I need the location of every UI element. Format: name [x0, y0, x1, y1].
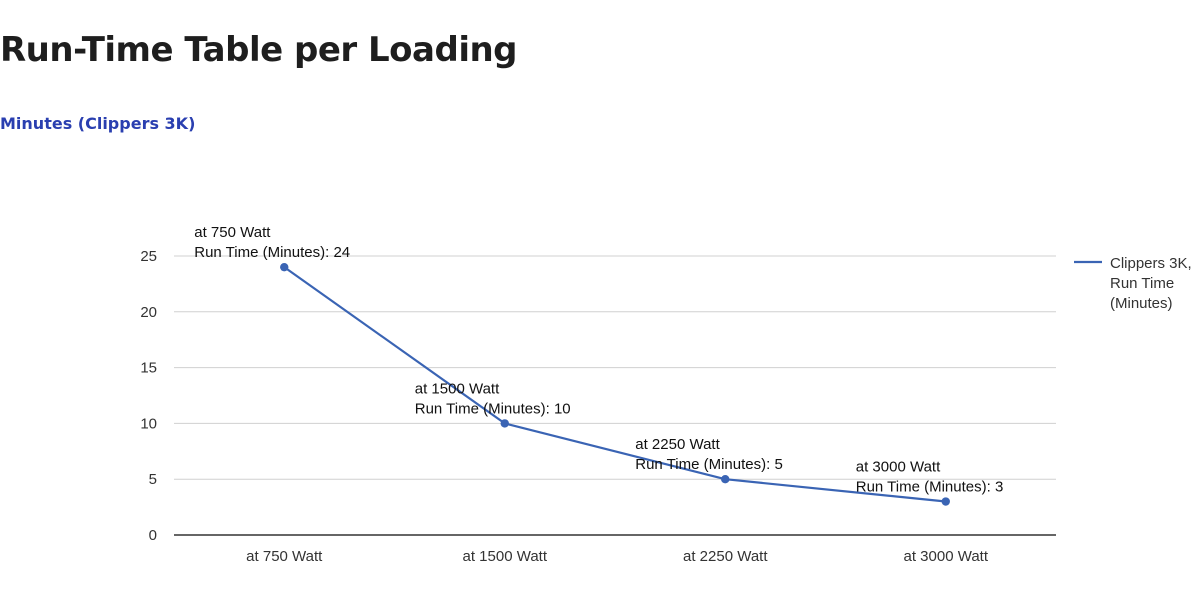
legend-label: (Minutes) [1110, 295, 1173, 312]
axes: 0 5 10 15 20 25 at 750 Watt at 1500 Watt at 2250… [140, 248, 1056, 565]
series-line [283, 266, 946, 503]
chart-subtitle: Minutes (Clippers 3K) [0, 114, 196, 133]
x-tick-label: at 3000 Watt [904, 548, 989, 565]
x-tick-label: at 2250 Watt [683, 548, 768, 565]
series [280, 262, 950, 506]
y-tick-label: 0 [149, 527, 157, 544]
y-tick-label: 20 [140, 304, 157, 321]
data-label: Run Time (Minutes): 10 [415, 400, 571, 417]
page-title: Run-Time Table per Loading [0, 30, 518, 70]
data-label: Run Time (Minutes): 3 [856, 479, 1004, 496]
data-point [500, 419, 509, 428]
legend: Clippers 3K, Run Time (Minutes) [1074, 255, 1192, 312]
data-label: Run Time (Minutes): 5 [635, 456, 783, 473]
y-tick-label: 5 [149, 471, 157, 488]
y-tick-label: 10 [140, 415, 157, 432]
data-label: at 3000 Watt [856, 459, 941, 476]
legend-label: Clippers 3K, [1110, 255, 1192, 272]
data-label: at 2250 Watt [635, 436, 720, 453]
data-labels: at 750 Watt Run Time (Minutes): 24 at 1500… [194, 224, 1003, 495]
data-point [721, 475, 730, 484]
data-label: at 750 Watt [194, 224, 271, 241]
data-label: Run Time (Minutes): 24 [194, 244, 350, 261]
y-tick-label: 15 [140, 360, 157, 377]
data-label: at 1500 Watt [415, 380, 500, 397]
legend-label: Run Time [1110, 275, 1174, 292]
y-tick-label: 25 [140, 248, 157, 265]
data-point [941, 497, 950, 506]
data-point [280, 262, 289, 272]
x-tick-label: at 750 Watt [246, 548, 323, 565]
grid-lines [174, 255, 1056, 480]
x-tick-label: at 1500 Watt [463, 548, 548, 565]
